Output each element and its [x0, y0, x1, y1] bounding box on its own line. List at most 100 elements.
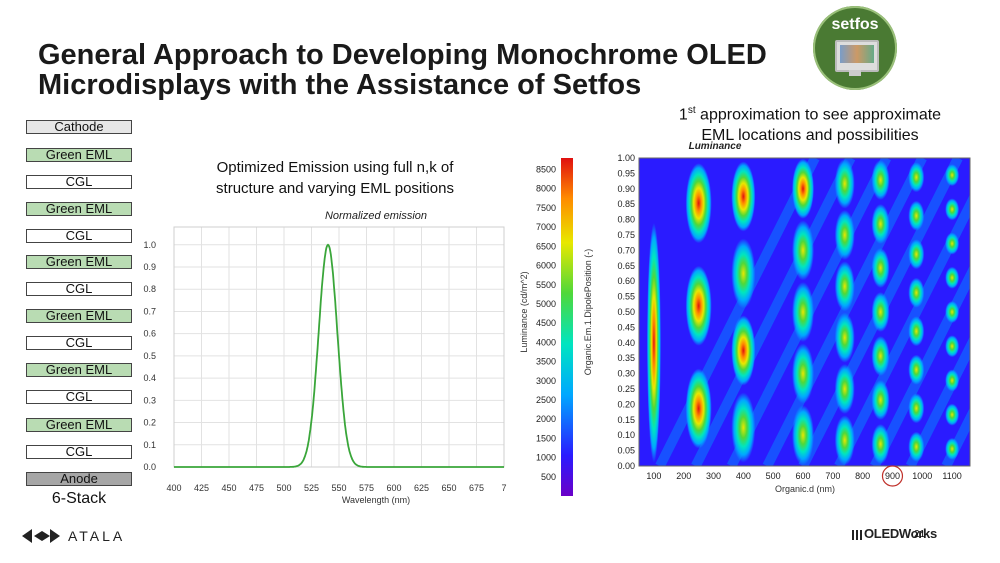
colorbar-tick: 3500 — [536, 357, 556, 367]
stack-layer-anode: Anode — [26, 472, 132, 486]
heatmap-y-tick: 0.25 — [617, 384, 635, 394]
heatmap-x-tick: 300 — [706, 471, 721, 481]
colorbar-tick: 6000 — [536, 261, 556, 271]
emission-x-tick: 400 — [166, 483, 181, 493]
heatmap-x-tick: 100 — [646, 471, 661, 481]
stack-layer-eml: Green EML — [26, 418, 132, 432]
heatmap-mode-blob — [834, 312, 855, 363]
heatmap-y-tick: 0.65 — [617, 261, 635, 271]
emission-y-tick: 0.3 — [143, 395, 156, 405]
heatmap-y-tick: 0.60 — [617, 276, 635, 286]
slide-title: General Approach to Developing Monochrom… — [38, 39, 767, 101]
setfos-logo: setfos — [813, 6, 897, 90]
heatmap-y-label: Organic.Em.1.DipolePosition (-) — [583, 249, 593, 376]
heatmap-mode-blob — [834, 261, 855, 312]
emission-x-tick: 475 — [249, 483, 264, 493]
heatmap-y-tick: 0.40 — [617, 338, 635, 348]
optimized-emission-note: Optimized Emission using full n,k of str… — [216, 159, 454, 197]
emission-y-tick: 1.0 — [143, 240, 156, 250]
heatmap-mode-blob — [834, 210, 855, 260]
heatmap-mode-blob — [908, 239, 925, 270]
heatmap-y-tick: 0.50 — [617, 307, 635, 317]
heatmap-x-tick: 600 — [795, 471, 810, 481]
oledworks-mark-icon — [852, 530, 862, 540]
emission-chart-title: Normalized emission — [325, 210, 427, 222]
heatmap-mode-blob — [908, 277, 925, 308]
page-number: 21 — [914, 529, 926, 540]
colorbar-tick: 5000 — [536, 299, 556, 309]
heatmap-mode-blob — [908, 162, 925, 193]
colorbar — [561, 158, 573, 496]
emission-x-tick: 625 — [414, 483, 429, 493]
heatmap-mode-blob — [945, 335, 960, 358]
heatmap-mode-blob — [945, 164, 960, 187]
monitor-icon — [835, 40, 879, 72]
emission-x-tick: 525 — [304, 483, 319, 493]
heatmap-x-tick: 800 — [855, 471, 870, 481]
heatmap-y-tick: 0.20 — [617, 399, 635, 409]
heatmap-mode-blob — [834, 415, 855, 466]
heatmap-mode-blob — [871, 204, 890, 244]
heatmap-mode-blob — [945, 301, 960, 323]
heatmap-mode-blob — [834, 158, 855, 209]
emission-series-line — [174, 243, 504, 468]
heatmap-mode-blob — [945, 198, 960, 221]
stack-layer-cgl: CGL — [26, 445, 132, 459]
luminance-heatmap-chart: Luminance 8500 8000 7500 7000 6500 6000 5500 50… — [519, 141, 971, 496]
heatmap-y-tick: 0.55 — [617, 292, 635, 302]
heatmap-y-tick: 0.70 — [617, 245, 635, 255]
emission-y-tick: 0.6 — [143, 329, 156, 339]
heatmap-mode-blob — [792, 220, 815, 281]
heatmap-mode-blob — [945, 403, 960, 426]
colorbar-tick: 7500 — [536, 203, 556, 213]
stack-layer-cgl: CGL — [26, 282, 132, 296]
emission-y-tick: 0.5 — [143, 351, 156, 361]
stack-layer-cgl: CGL — [26, 336, 132, 350]
heatmap-mode-blob — [871, 380, 890, 420]
heatmap-y-tick: 0.80 — [617, 215, 635, 225]
colorbar-label: Luminance (cd/m^2) — [519, 271, 529, 352]
emission-x-tick: 575 — [359, 483, 374, 493]
heatmap-mode-blob — [834, 364, 855, 414]
heatmap-mode-blob — [685, 265, 712, 346]
setfos-logo-text: setfos — [831, 16, 879, 33]
heatmap-y-tick: 0.00 — [617, 461, 635, 471]
heatmap-x-tick: 900 — [885, 471, 900, 481]
heatmap-mode-blob — [646, 222, 661, 463]
heatmap-mode-blob — [871, 424, 890, 464]
emission-x-tick: 450 — [221, 483, 236, 493]
heatmap-x-tick: 400 — [736, 471, 751, 481]
heatmap-y-tick: 1.00 — [617, 153, 635, 163]
colorbar-tick: 2000 — [536, 414, 556, 424]
emission-x-tick: 425 — [194, 483, 209, 493]
colorbar-tick: 1000 — [536, 453, 556, 463]
colorbar-tick: 500 — [541, 472, 556, 482]
heatmap-mode-blob — [792, 343, 815, 404]
heatmap-y-tick: 0.75 — [617, 230, 635, 240]
emission-x-tick: 600 — [386, 483, 401, 493]
heatmap-mode-blob — [908, 316, 925, 347]
colorbar-tick: 1500 — [536, 433, 556, 443]
heatmap-mode-blob — [871, 248, 890, 288]
heatmap-y-tick: 0.95 — [617, 168, 635, 178]
heatmap-title: Luminance — [689, 141, 742, 152]
heatmap-mode-blob — [871, 160, 890, 200]
heatmap-x-tick: 1100 — [942, 471, 961, 481]
emission-y-tick: 0.0 — [143, 462, 156, 472]
stack-layer-eml: Green EML — [26, 309, 132, 323]
emission-x-tick: 650 — [441, 483, 456, 493]
heatmap-mode-blob — [908, 354, 925, 385]
emission-x-label: Wavelength (nm) — [342, 495, 410, 505]
heatmap-mode-blob — [792, 282, 815, 342]
colorbar-tick: 8000 — [536, 184, 556, 194]
stack-layer-eml: Green EML — [26, 148, 132, 162]
heatmap-mode-blob — [945, 437, 960, 460]
heatmap-mode-blob — [908, 200, 925, 231]
heatmap-y-tick: 0.45 — [617, 322, 635, 332]
heatmap-x-tick: 700 — [825, 471, 840, 481]
heatmap-y-tick: 0.05 — [617, 446, 635, 456]
heatmap-mode-blob — [731, 392, 756, 463]
heatmap-y-tick: 0.85 — [617, 199, 635, 209]
colorbar-tick: 5500 — [536, 280, 556, 290]
colorbar-tick: 6500 — [536, 241, 556, 251]
